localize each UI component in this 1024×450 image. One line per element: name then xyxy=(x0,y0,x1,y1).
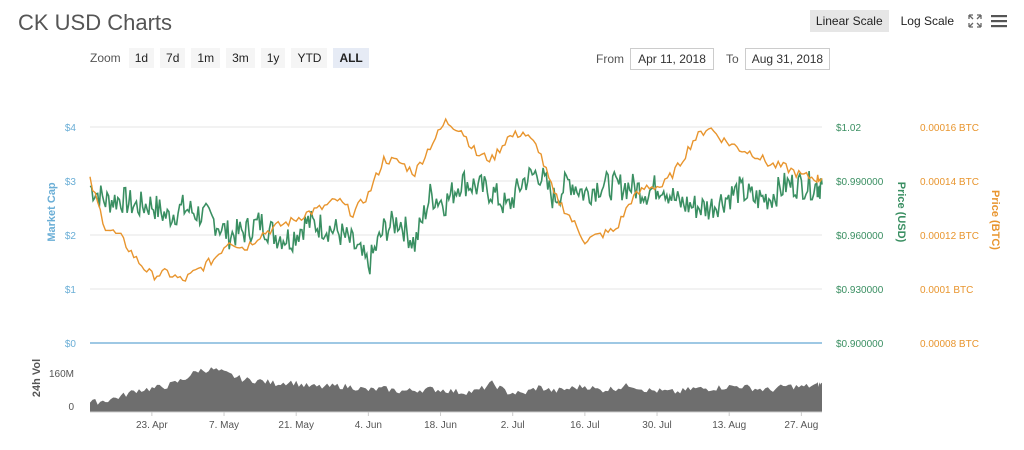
btc-axis-label: Price (BTC) xyxy=(989,190,1001,250)
market-cap-tick-label: $3 xyxy=(65,177,77,188)
x-tick-label: 30. Jul xyxy=(642,420,671,431)
btc-tick-label: 0.00016 BTC xyxy=(920,123,979,134)
usd-axis-label: Price (USD) xyxy=(895,182,907,243)
market-cap-axis-label: Market Cap xyxy=(46,182,58,242)
x-tick-label: 21. May xyxy=(278,420,314,431)
btc-tick-label: 0.00014 BTC xyxy=(920,177,979,188)
volume-tick-label: 0 xyxy=(68,402,74,413)
axes: $4 $1.02 0.00016 BTC $3 $0.990000 0.00014 BTC… xyxy=(31,123,1001,431)
zoom-label: Zoom xyxy=(90,51,121,65)
usd-price-line xyxy=(89,166,823,275)
volume-area xyxy=(90,367,822,412)
zoom-7d-button[interactable]: 7d xyxy=(160,48,186,68)
linear-scale-button[interactable]: Linear Scale xyxy=(809,10,889,32)
zoom-1y-button[interactable]: 1y xyxy=(260,48,286,68)
zoom-ytd-button[interactable]: YTD xyxy=(291,48,328,68)
market-cap-tick-label: $2 xyxy=(65,231,77,242)
x-tick-label: 4. Jun xyxy=(355,420,382,431)
zoom-1m-button[interactable]: 1m xyxy=(191,48,221,68)
usd-tick-label: $0.960000 xyxy=(836,231,884,242)
to-label: To xyxy=(726,52,739,66)
market-cap-tick-label: $1 xyxy=(65,285,77,296)
x-tick-label: 27. Aug xyxy=(784,420,818,431)
x-tick-label: 7. May xyxy=(209,420,239,431)
x-tick-label: 2. Jul xyxy=(501,420,525,431)
x-tick-label: 16. Jul xyxy=(570,420,599,431)
x-tick-label: 13. Aug xyxy=(712,420,746,431)
zoom-3m-button[interactable]: 3m xyxy=(226,48,255,68)
from-date-input[interactable]: Apr 11, 2018 xyxy=(630,48,714,70)
price-series xyxy=(89,117,823,282)
chart-toolbar: Linear Scale Log Scale xyxy=(809,10,1008,32)
x-tick-label: 23. Apr xyxy=(136,420,168,431)
grid xyxy=(90,126,822,344)
from-label: From xyxy=(596,52,624,66)
zoom-1d-button[interactable]: 1d xyxy=(128,48,155,68)
volume-tick-label: 160M xyxy=(49,369,74,380)
zoom-all-button[interactable]: ALL xyxy=(333,48,369,68)
volume-axis-label: 24h Vol xyxy=(31,359,43,397)
zoom-controls: Zoom 1d 7d 1m 3m 1y YTD ALL xyxy=(90,48,369,68)
btc-tick-label: 0.0001 BTC xyxy=(920,285,973,296)
x-tick-label: 18. Jun xyxy=(424,420,457,431)
page-title: CK USD Charts xyxy=(18,10,173,35)
btc-price-line xyxy=(89,117,823,282)
market-cap-tick-label: $4 xyxy=(65,123,77,134)
usd-tick-label: $0.930000 xyxy=(836,285,884,296)
usd-tick-label: $1.02 xyxy=(836,123,861,134)
log-scale-button[interactable]: Log Scale xyxy=(900,14,954,28)
btc-tick-label: 0.00008 BTC xyxy=(920,339,979,350)
date-range: From Apr 11, 2018 To Aug 31, 2018 xyxy=(596,48,831,70)
to-date-input[interactable]: Aug 31, 2018 xyxy=(744,48,831,70)
fullscreen-icon[interactable] xyxy=(966,12,984,30)
hamburger-menu-icon[interactable] xyxy=(990,12,1008,30)
btc-tick-label: 0.00012 BTC xyxy=(920,231,979,242)
usd-tick-label: $0.990000 xyxy=(836,177,884,188)
usd-tick-label: $0.900000 xyxy=(836,339,884,350)
volume-series xyxy=(90,367,822,412)
market-cap-tick-label: $0 xyxy=(65,339,77,350)
